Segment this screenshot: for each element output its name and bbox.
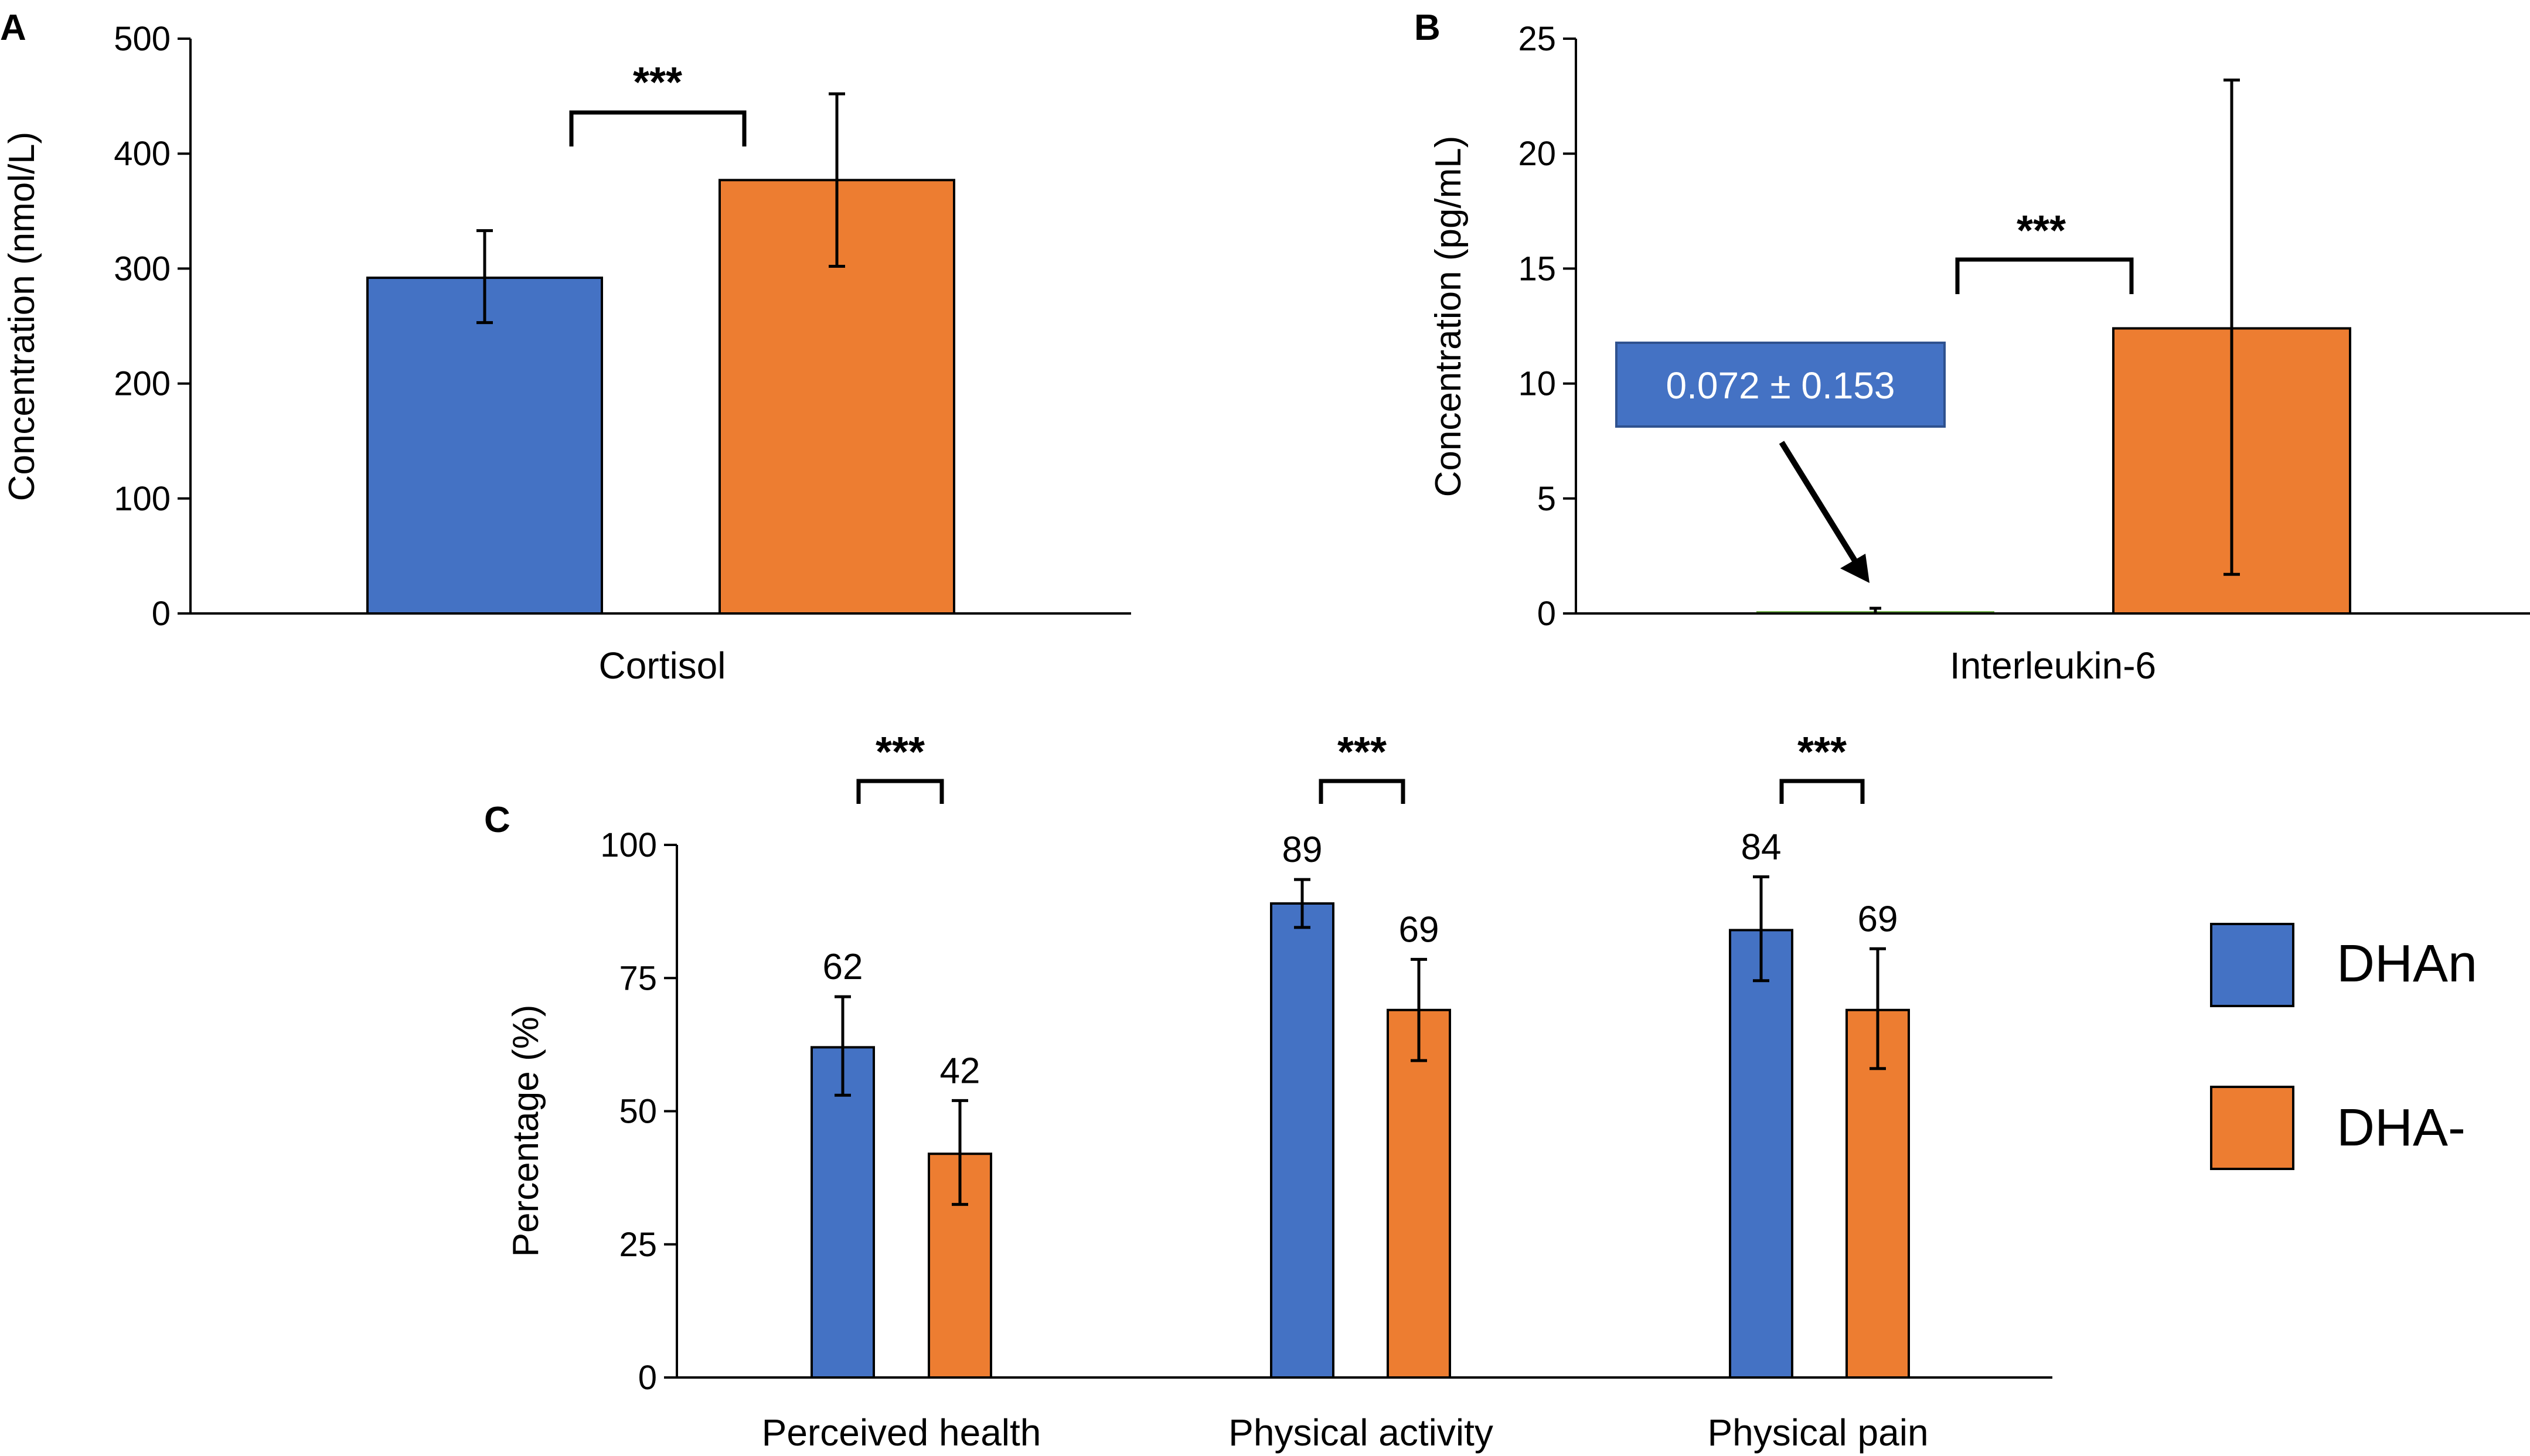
panel-a-tick-label: 400 — [114, 135, 171, 173]
panel-c-significance-bracket-2 — [1319, 779, 1405, 804]
panel-c-letter: C — [484, 800, 510, 840]
panel-c-tick-label: 100 — [600, 826, 657, 864]
panel-b-callout-text: 0.072 ± 0.153 — [1666, 364, 1895, 407]
panel-c-data-label: 62 — [823, 947, 863, 987]
panel-c-tick-label: 25 — [619, 1226, 657, 1264]
panel-c-bars: 62 89 84 42 69 69 — [811, 827, 1910, 1379]
panel-a-tick-label: 300 — [114, 250, 171, 288]
panel-b-category-label: Interleukin-6 — [1950, 645, 2156, 687]
panel-c-significance-stars-1: *** — [876, 729, 925, 776]
panel-b-tick-label: 5 — [1537, 480, 1556, 518]
panel-c-category-label-3: Physical pain — [1707, 1411, 1928, 1454]
legend-swatch-dha-minus — [2210, 1086, 2294, 1170]
panel-c-category-label-1: Perceived health — [762, 1411, 1041, 1454]
panel-b-y-axis-title: Concentration (pg/mL) — [1428, 136, 1469, 497]
panel-c-bar-dha-minus — [928, 1152, 992, 1379]
panel-b-tick-label: 25 — [1518, 20, 1556, 58]
panel-c-tick-label: 50 — [619, 1093, 657, 1131]
panel-c-tick-label: 75 — [619, 959, 657, 997]
panel-b-significance-bracket — [1955, 257, 2134, 294]
panel-a-significance-stars: *** — [633, 59, 682, 106]
panel-c-category-label-2: Physical activity — [1228, 1411, 1493, 1454]
panel-c-significance-stars-2: *** — [1337, 729, 1387, 776]
panel-a-bar-dhan — [366, 277, 603, 615]
panel-a-tick-label: 0 — [152, 595, 171, 633]
panel-a-category-label: Cortisol — [599, 645, 726, 687]
panel-c-data-label: 42 — [940, 1051, 980, 1091]
panel-c-data-label: 69 — [1399, 909, 1439, 950]
panel-c-percentage: C Percentage (%) 0 25 50 75 100 62 89 84 42 69 69… — [484, 729, 2052, 1454]
panel-c-significance-bracket-3 — [1779, 779, 1865, 804]
panel-a-y-axis-title: Concentration (nmol/L) — [2, 132, 42, 502]
panel-a-tick-label: 200 — [114, 365, 171, 403]
panel-b-significance-stars: *** — [2017, 207, 2066, 254]
panel-b-tick-label: 15 — [1518, 250, 1556, 288]
legend-label-dhan: DHAn — [2337, 935, 2477, 993]
panel-c-bar-dha-minus — [1845, 1008, 1910, 1379]
panel-c-y-axis-title: Percentage (%) — [506, 1005, 546, 1257]
panel-b-y-ticks: 0 5 10 15 20 25 — [1518, 20, 1576, 633]
panel-a-y-ticks: 0 100 200 300 400 500 — [114, 20, 190, 633]
panel-a-cortisol: A Concentration (nmol/L) 0 100 200 300 400 50… — [0, 8, 1131, 687]
panel-a-tick-label: 100 — [114, 480, 171, 518]
panel-c-bar-dhan — [811, 1046, 875, 1379]
panel-c-data-label: 69 — [1858, 899, 1898, 939]
legend-swatch-dhan — [2210, 923, 2294, 1007]
panel-b-callout-arrow — [1779, 441, 1861, 567]
panel-a-letter: A — [0, 8, 26, 48]
panel-c-data-label: 89 — [1282, 830, 1323, 870]
panel-a-tick-label: 500 — [114, 20, 171, 58]
panel-c-bar-dhan — [1729, 929, 1793, 1379]
panel-c-significance-stars-3: *** — [1797, 729, 1847, 776]
panel-a-bars — [366, 92, 955, 615]
panel-b-interleukin: B Concentration (pg/mL) 0 5 10 15 20 25 Inter… — [1414, 8, 2530, 687]
legend-label-dha-minus: DHA- — [2337, 1099, 2466, 1157]
panel-c-significance-bracket-1 — [856, 779, 944, 804]
panel-a-significance-bracket — [569, 110, 747, 146]
panel-b-tick-label: 10 — [1518, 365, 1556, 403]
panel-c-tick-label: 0 — [638, 1359, 657, 1397]
panel-b-tick-label: 20 — [1518, 135, 1556, 173]
panel-c-bar-dha-minus — [1387, 1008, 1451, 1379]
panel-c-y-ticks: 0 25 50 75 100 — [600, 826, 677, 1397]
panel-b-callout-arrowhead — [1840, 554, 1870, 583]
panel-b-letter: B — [1414, 8, 1441, 48]
panel-c-bar-dhan — [1270, 902, 1334, 1379]
panel-b-callout-box — [1615, 342, 1946, 428]
panel-c-data-label: 84 — [1741, 827, 1782, 868]
panel-b-tick-label: 0 — [1537, 595, 1556, 633]
legend: DHAn DHA- — [2210, 923, 2477, 1170]
